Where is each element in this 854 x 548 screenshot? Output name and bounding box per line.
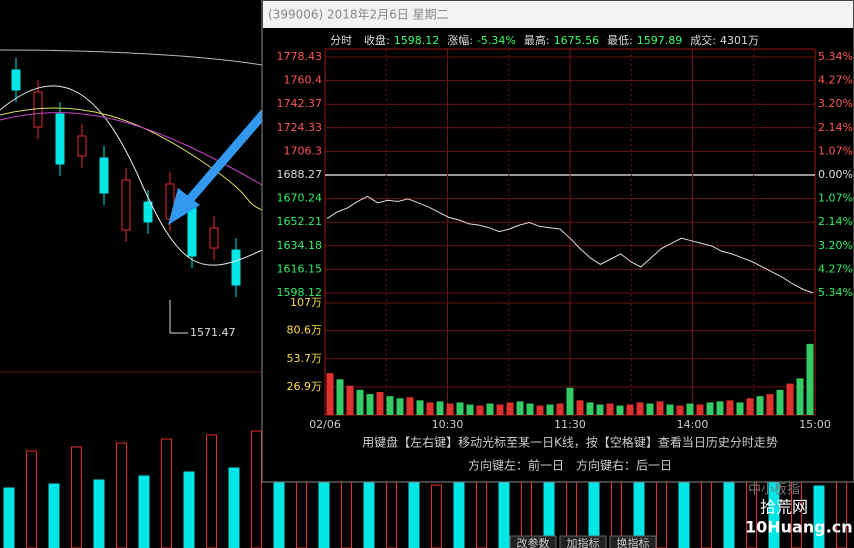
button[interactable]: 换指标: [617, 536, 650, 548]
info-value: -5.34%: [477, 34, 516, 47]
volume-bg: [26, 450, 37, 548]
hint: 方向键左：前一日 方向键右：后一日: [468, 458, 672, 473]
info-label: 分时: [330, 34, 352, 47]
y-tick-label: 1670.24: [277, 192, 323, 205]
candle: [231, 249, 241, 286]
y-tick-label: 1616.15: [277, 262, 323, 275]
candle: [187, 205, 197, 257]
volume-tick-label: 80.6万: [287, 324, 323, 337]
y-tick-label: 1634.18: [277, 239, 323, 252]
candle: [121, 179, 131, 231]
volume-bg: [48, 483, 60, 548]
y-tick-label: 1742.37: [277, 97, 323, 110]
x-tick-label: 15:00: [799, 418, 831, 431]
side-label: 中小板指: [748, 483, 800, 498]
pct-label: 3.20%: [818, 97, 853, 110]
x-tick-label: 10:30: [432, 418, 464, 431]
volume-bg: [813, 485, 825, 548]
volume-tick-label: 53.7万: [287, 352, 323, 365]
y-tick-label: 1688.27: [277, 168, 323, 181]
volume-bg: [138, 475, 150, 548]
volume-bg: [228, 467, 240, 548]
watermark: 拾荒网: [760, 498, 808, 517]
y-tick-label: 1760.4: [284, 74, 323, 87]
volume-bg: [206, 434, 217, 548]
info-label: 收盘:: [364, 33, 390, 47]
y-tick-label: 1724.33: [277, 121, 323, 134]
info-value: 1675.56: [554, 34, 600, 47]
buttons: 改参数 加指标 换指标: [509, 535, 657, 548]
pct-label: 0.00%: [818, 168, 853, 181]
price-line: [326, 195, 814, 294]
candle: [33, 91, 43, 128]
volume-bg: [71, 446, 82, 548]
info-value: 4301万: [720, 34, 759, 47]
window-title: (399006) 2018年2月6日 星期二: [268, 8, 449, 22]
volume-bg: [161, 438, 172, 548]
pct-label: 5.34%: [818, 286, 853, 299]
y-tick-label: 1778.43: [277, 50, 323, 63]
hint: 用键盘【左右键】移动光标至某一日K线，按【空格键】查看当日历史分时走势: [362, 435, 778, 450]
x-tick-label: 14:00: [677, 418, 709, 431]
pct-label: 5.34%: [818, 50, 853, 63]
background-kline: [0, 49, 854, 548]
pct-label: 4.27%: [818, 74, 853, 87]
chart: 1778.43 5.34% 1760.4 4.27% 1742.37 3.20% 1724.…: [277, 48, 853, 431]
info-value: 1597.89: [637, 34, 683, 47]
candle: [209, 227, 219, 249]
arrow-head: [168, 188, 200, 225]
y-tick-label: 1706.3: [284, 144, 323, 157]
pct-label: 2.14%: [818, 121, 853, 134]
button-bg: [559, 535, 607, 548]
button-bg: [609, 535, 657, 548]
info-label: 最低:: [607, 34, 633, 47]
arrow: [180, 107, 270, 210]
volume-bg: [251, 430, 262, 548]
button[interactable]: 加指标: [567, 536, 600, 548]
pct-label: 4.27%: [818, 262, 853, 275]
candle: [55, 113, 65, 165]
volume-bg: [183, 471, 195, 548]
volume-bg: [476, 480, 487, 548]
volume-tick-label: 26.9万: [287, 380, 323, 393]
x-tick-label: 02/06: [309, 418, 341, 431]
info-value: 1598.12: [394, 34, 440, 47]
info-label: 涨幅:: [447, 34, 473, 47]
candle: [77, 135, 87, 157]
pct-label: 3.20%: [818, 239, 853, 252]
pct-label: 2.14%: [818, 215, 853, 228]
ma-line: [0, 107, 263, 211]
pct-label: 1.07%: [818, 144, 853, 157]
watermark: 10Huang.cn: [745, 518, 853, 537]
y-tick-label: 1598.12: [277, 286, 323, 299]
candle: [11, 69, 21, 91]
button[interactable]: 改参数: [517, 536, 550, 548]
ma-line: [0, 49, 263, 66]
volume-bg: [93, 479, 105, 548]
y-tick-label: 1652.21: [277, 215, 323, 228]
x-tick-label: 11:30: [554, 418, 586, 431]
candle: [99, 157, 109, 194]
info-label: 最高:: [524, 33, 550, 47]
info-label: 成交:: [690, 33, 716, 47]
title-bar: [263, 1, 853, 28]
volume-bg: [3, 487, 15, 548]
info-bar: 分时 收盘: 1598.12 涨幅: -5.34% 最高: 1675.56 最低: 1597.8…: [330, 33, 759, 47]
low-annotation: 1571.47: [190, 326, 236, 339]
ma-line: [0, 85, 263, 266]
volume-bg: [431, 484, 442, 548]
volume-bg: [116, 442, 127, 548]
candle: [143, 201, 153, 223]
pct-label: 1.07%: [818, 192, 853, 205]
button-bg: [509, 535, 557, 548]
volume-tick-label: 107万: [290, 296, 322, 309]
